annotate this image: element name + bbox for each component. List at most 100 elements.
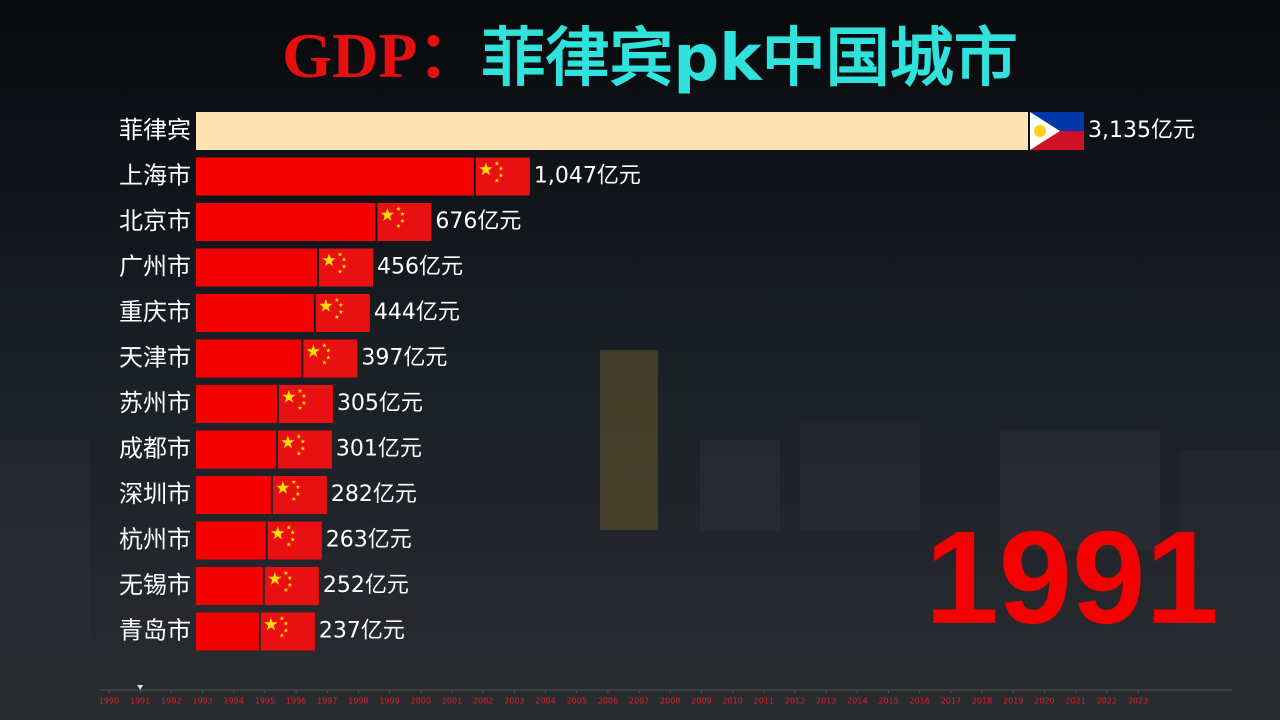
value-label: 263亿元	[326, 528, 412, 553]
flag-star	[268, 572, 282, 585]
flag-star	[334, 314, 340, 319]
bar	[196, 521, 266, 560]
category-label: 天津市	[119, 344, 191, 372]
city-skyline	[0, 350, 1280, 640]
bar	[196, 157, 474, 196]
timeline-label: 2008	[660, 697, 680, 706]
bar	[196, 430, 276, 469]
flag-field	[377, 203, 432, 241]
timeline-label: 2002	[473, 697, 493, 706]
flag-star	[282, 390, 296, 403]
category-label: 成都市	[119, 435, 191, 463]
flag-star	[334, 297, 340, 302]
flag-star	[338, 309, 344, 314]
flag-star	[283, 570, 289, 575]
flag-field	[475, 157, 530, 196]
flag-star	[291, 479, 297, 484]
timeline-label: 1994	[224, 697, 244, 706]
timeline-label: 2001	[442, 697, 462, 706]
value-label: 397亿元	[361, 346, 447, 371]
timeline-label: 1999	[379, 697, 399, 706]
flag-field	[319, 248, 374, 287]
flag-star	[400, 218, 405, 223]
flag-star	[322, 360, 327, 365]
flag	[315, 294, 370, 332]
flag-star	[264, 617, 278, 631]
category-label: 苏州市	[119, 389, 191, 417]
timeline-marker	[137, 685, 144, 690]
flag-star	[396, 223, 401, 228]
flag-star	[271, 526, 285, 540]
bar	[196, 476, 271, 514]
flag-star	[494, 161, 500, 166]
category-label: 青岛市	[119, 617, 191, 645]
flag-star	[287, 575, 293, 580]
timeline-label: 2004	[535, 697, 555, 706]
timeline-label: 1993	[192, 697, 212, 706]
flag-field	[272, 476, 327, 514]
current-year: 1991	[925, 504, 1219, 651]
flag-star	[286, 542, 292, 547]
flag	[267, 521, 322, 560]
timeline-label: 2005	[567, 697, 587, 706]
value-label: 252亿元	[323, 573, 409, 598]
value-label: 3,135亿元	[1088, 118, 1195, 143]
timeline-label: 2015	[878, 697, 898, 706]
flag	[278, 385, 333, 423]
timeline-label: 2020	[1034, 697, 1054, 706]
timeline-label: 1991	[130, 697, 150, 706]
flag-star	[337, 269, 343, 274]
flag-star	[291, 496, 297, 501]
flag-star	[296, 434, 302, 439]
value-label: 456亿元	[377, 255, 463, 280]
value-label: 282亿元	[331, 482, 417, 507]
timeline-label: 2021	[1065, 697, 1085, 706]
category-label: 菲律宾	[119, 116, 191, 144]
flag-star	[301, 400, 307, 405]
category-label: 深圳市	[119, 480, 191, 508]
flag	[277, 430, 332, 469]
timeline-label: 2016	[910, 697, 930, 706]
flag-star	[281, 435, 295, 449]
flag-star	[290, 530, 296, 535]
title-part: GDP：	[282, 20, 481, 91]
flag-star	[283, 628, 289, 633]
value-label: 305亿元	[337, 391, 423, 416]
chart-title: GDP：菲律宾pk中国城市	[282, 20, 1017, 96]
bar	[196, 294, 314, 332]
flag-star	[283, 621, 289, 626]
flag-field	[260, 612, 315, 651]
flag-star	[276, 481, 290, 494]
flag-star	[287, 582, 293, 587]
timeline-label: 2023	[1128, 697, 1148, 706]
flag-star	[322, 253, 336, 267]
flag-star	[295, 491, 301, 496]
value-label: 301亿元	[336, 437, 422, 462]
flag-star	[300, 439, 306, 444]
flag-star	[319, 299, 333, 312]
timeline-label: 2011	[754, 697, 774, 706]
value-label: 444亿元	[374, 300, 460, 325]
flag-star	[341, 257, 347, 262]
timeline-label: 2014	[847, 697, 867, 706]
flag-star	[297, 405, 303, 410]
flag-star	[338, 302, 344, 307]
flag-star	[279, 633, 285, 638]
timeline-label: 2022	[1097, 697, 1117, 706]
timeline-label: 1992	[161, 697, 181, 706]
bar	[196, 385, 277, 423]
title-part: 菲律宾pk中国城市	[481, 22, 1017, 96]
flag-field	[267, 521, 322, 560]
category-label: 上海市	[119, 162, 191, 190]
flag-star	[326, 348, 331, 353]
category-label: 杭州市	[119, 526, 191, 554]
timeline-label: 1995	[255, 697, 275, 706]
flag-field	[278, 385, 333, 423]
bar	[196, 339, 302, 378]
flag-star	[498, 166, 504, 171]
flag-field	[277, 430, 332, 469]
bar	[196, 203, 376, 241]
flag-field	[315, 294, 370, 332]
flag-star	[296, 451, 302, 456]
